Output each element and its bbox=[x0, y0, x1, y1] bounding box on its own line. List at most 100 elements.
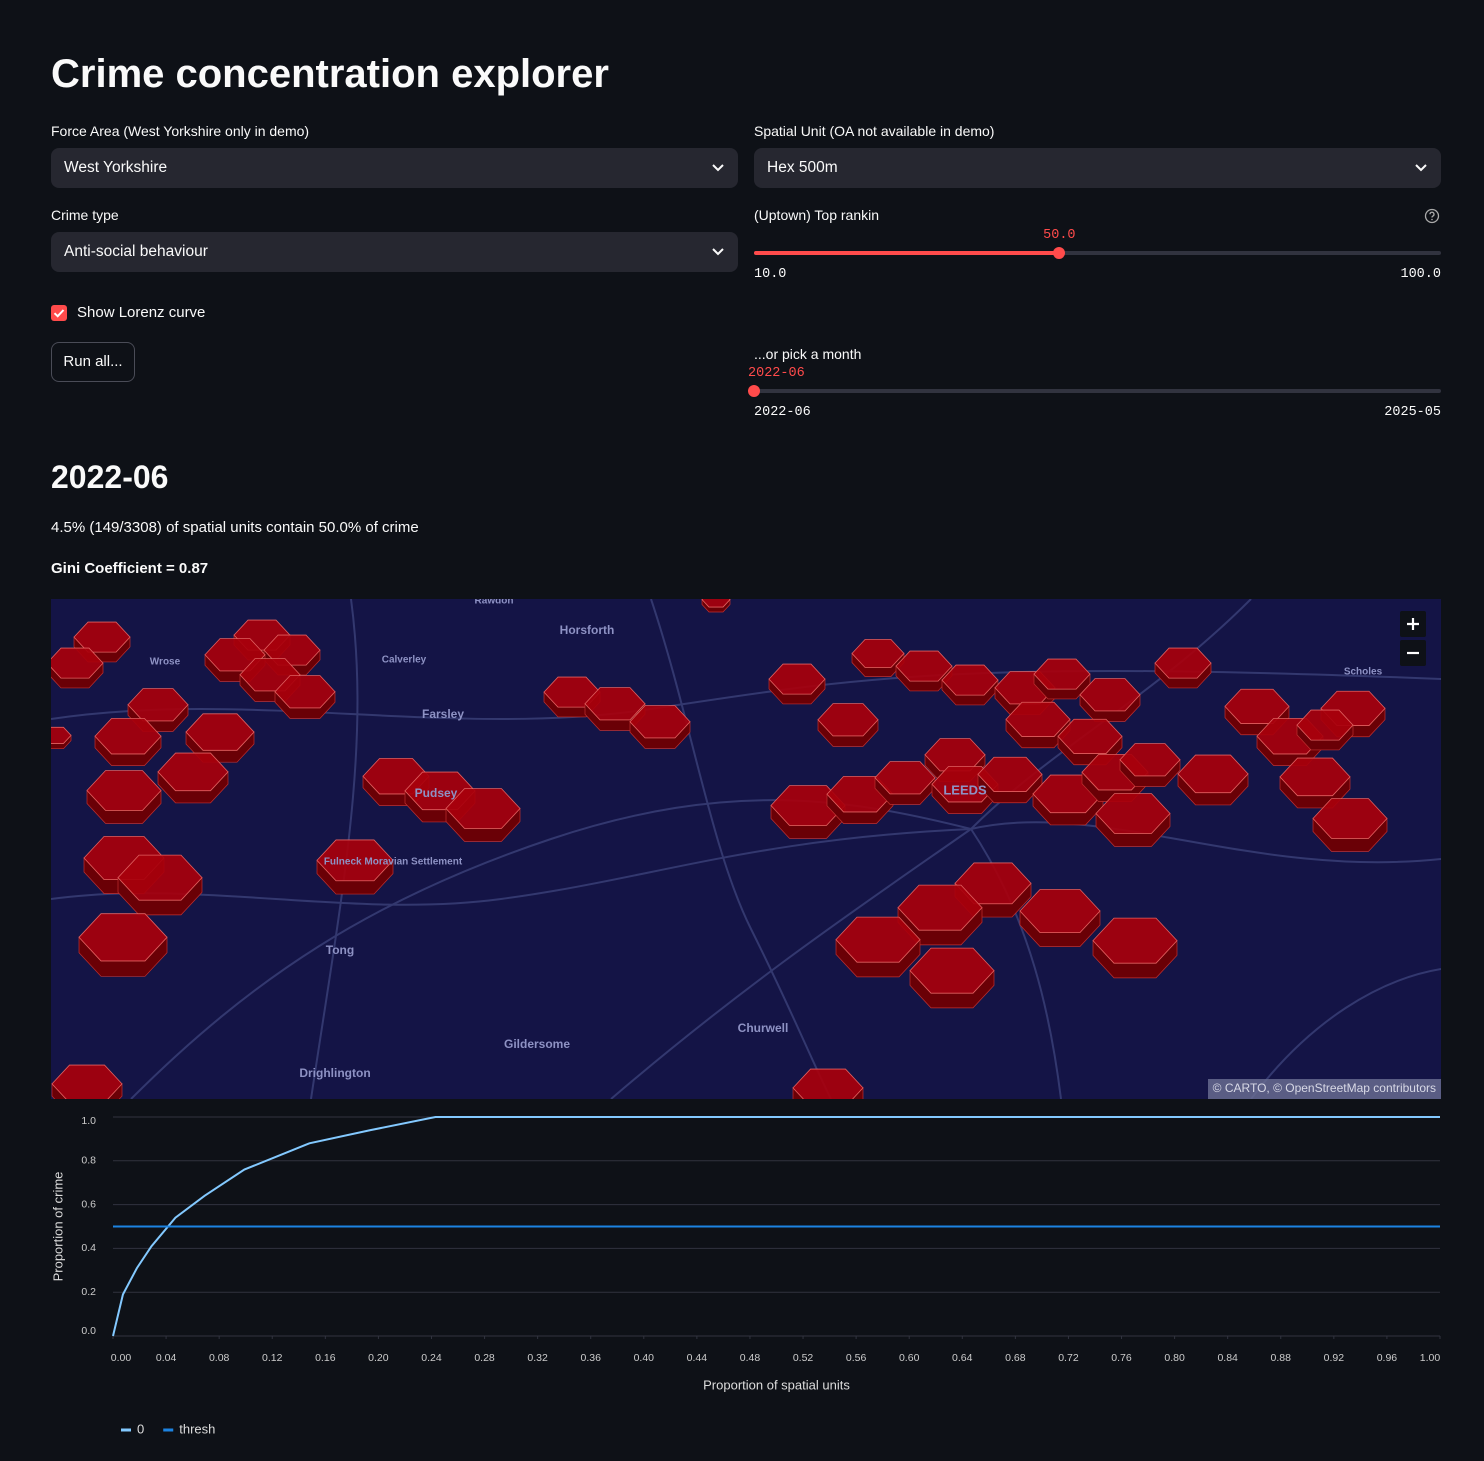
hex-top bbox=[1019, 889, 1101, 933]
place-label: Horsforth bbox=[560, 623, 615, 637]
slider-max: 100.0 bbox=[1400, 267, 1441, 282]
title: Crime concentration explorer bbox=[51, 52, 609, 96]
x-tick-label: 0.80 bbox=[1164, 1352, 1185, 1364]
hex-top bbox=[1279, 757, 1351, 797]
chevron bbox=[712, 164, 724, 172]
x-tick-label: 0.16 bbox=[315, 1352, 336, 1364]
hex-top bbox=[817, 703, 879, 737]
checkbox[interactable] bbox=[51, 305, 67, 321]
slider-min: 10.0 bbox=[754, 267, 787, 282]
x-axis-label: Proportion of spatial units bbox=[703, 1377, 850, 1392]
place-label: Fulneck Moravian Settlement bbox=[324, 857, 463, 868]
top-ranking-slider[interactable]: 50.0 10.0 100.0 bbox=[754, 228, 1441, 284]
y-tick-label: 0.2 bbox=[81, 1286, 96, 1298]
x-tick-label: 0.56 bbox=[846, 1352, 867, 1364]
y-tick-label: 1.0 bbox=[81, 1115, 96, 1127]
hex-top bbox=[157, 752, 229, 792]
legend-label: 0 bbox=[137, 1421, 144, 1436]
hex-top bbox=[51, 1064, 123, 1099]
x-tick-label: 0.32 bbox=[527, 1352, 548, 1364]
place-label: Pudsey bbox=[415, 786, 458, 800]
place-label: Tong bbox=[326, 943, 354, 957]
hex-top bbox=[73, 621, 131, 653]
slider-value: 2022-06 bbox=[748, 366, 805, 381]
hex-top bbox=[941, 664, 999, 696]
x-tick-label: 0.72 bbox=[1058, 1352, 1079, 1364]
summary: 4.5% (149/3308) of spatial units contain… bbox=[51, 519, 419, 536]
x-tick-label: 0.88 bbox=[1271, 1352, 1292, 1364]
place-label: Gildersome bbox=[504, 1037, 570, 1051]
hex-top bbox=[78, 913, 168, 962]
x-tick-label: 0.48 bbox=[740, 1352, 761, 1364]
x-tick-label: 0.68 bbox=[1005, 1352, 1026, 1364]
y-tick-label: 0.0 bbox=[81, 1325, 96, 1337]
hex-top bbox=[584, 687, 646, 721]
hex-top bbox=[792, 1068, 864, 1099]
hex-top bbox=[701, 599, 731, 608]
hex-top bbox=[1154, 647, 1212, 679]
slider-min: 2022-06 bbox=[754, 405, 811, 420]
crime-type-value: Anti-social behaviour bbox=[64, 243, 208, 260]
hex-top bbox=[1057, 718, 1123, 754]
x-tick-label: 0.40 bbox=[634, 1352, 655, 1364]
place-label: Farsley bbox=[422, 707, 464, 721]
hex-top bbox=[274, 675, 336, 709]
hex-top bbox=[316, 839, 394, 882]
x-tick-label: 0.00 bbox=[111, 1352, 132, 1364]
spatial-unit-value: Hex 500m bbox=[767, 159, 838, 176]
lorenz-chart: 0.0 0.2 0.4 0.6 0.8 1.0 0.00 0.04 0.08 0.12 0.16 0.… bbox=[50, 1115, 1441, 1436]
gini: Gini Coefficient = 0.87 bbox=[51, 560, 209, 577]
y-tick-label: 0.4 bbox=[81, 1242, 96, 1254]
run-button[interactable]: Run all... bbox=[51, 342, 135, 382]
crime-type-label: Crime type bbox=[51, 207, 119, 223]
x-tick-label: 0.04 bbox=[156, 1352, 177, 1364]
hex-top bbox=[897, 884, 983, 931]
hex-top bbox=[851, 639, 905, 668]
place-label: Churwell bbox=[738, 1021, 789, 1035]
hex-top bbox=[977, 756, 1043, 792]
hex-top bbox=[1312, 798, 1388, 839]
top-ranking-label: (Uptown) Top rankin bbox=[754, 207, 880, 223]
hex-top bbox=[874, 761, 936, 795]
slider-track bbox=[754, 251, 1441, 255]
slider-handle[interactable] bbox=[748, 385, 760, 397]
x-tick-label: 0.96 bbox=[1377, 1352, 1398, 1364]
spatial-unit-select[interactable]: Hex 500m bbox=[754, 148, 1441, 188]
x-tick-label: 0.12 bbox=[262, 1352, 283, 1364]
hexagons bbox=[51, 599, 1388, 1099]
hex-top bbox=[185, 713, 255, 751]
hex-side bbox=[51, 1082, 123, 1099]
slider-fill bbox=[754, 251, 1060, 255]
force-area-value: West Yorkshire bbox=[64, 159, 168, 176]
place-label: Scholes bbox=[1344, 667, 1383, 678]
force-area-select[interactable]: West Yorkshire bbox=[51, 148, 738, 188]
hex-top bbox=[1119, 743, 1181, 777]
x-tick-label: 0.08 bbox=[209, 1352, 230, 1364]
hex-side bbox=[792, 1086, 864, 1099]
map[interactable]: Rawdon Horsforth Calverley Wrose Farsley Puds… bbox=[51, 599, 1441, 1099]
x-tick-label: 0.36 bbox=[581, 1352, 602, 1364]
help-icon[interactable] bbox=[1424, 208, 1440, 224]
hex-top bbox=[895, 650, 953, 682]
month-slider[interactable]: 2022-06 2022-06 2025-05 bbox=[748, 366, 1441, 422]
zoom-in-icon bbox=[1407, 618, 1419, 630]
hex-top bbox=[51, 647, 104, 679]
chevron bbox=[1415, 164, 1427, 172]
force-area-label: Force Area (West Yorkshire only in demo) bbox=[51, 123, 310, 139]
y-axis-label: Proportion of crime bbox=[50, 1172, 65, 1282]
slider-track bbox=[754, 389, 1441, 393]
hex-top bbox=[263, 634, 321, 666]
x-tick-label: 0.20 bbox=[368, 1352, 389, 1364]
hex-top bbox=[1033, 658, 1091, 690]
hex-top bbox=[1177, 754, 1249, 794]
spatial-unit-label: Spatial Unit (OA not available in demo) bbox=[754, 123, 995, 139]
crime-type-select[interactable]: Anti-social behaviour bbox=[51, 232, 738, 272]
x-tick-label: 0.24 bbox=[421, 1352, 442, 1364]
hex-top bbox=[127, 688, 189, 722]
month-heading: 2022-06 bbox=[51, 459, 169, 495]
slider-handle[interactable] bbox=[1053, 247, 1066, 259]
hex-top bbox=[1296, 709, 1354, 741]
hex-top bbox=[445, 788, 521, 829]
hex-top bbox=[1005, 701, 1071, 737]
